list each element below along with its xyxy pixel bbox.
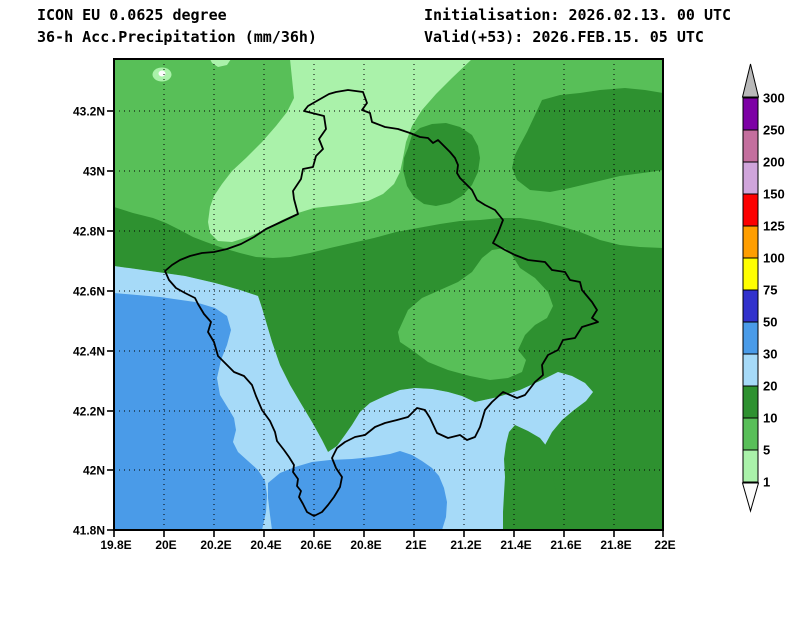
lon-label-22E: 22E (654, 538, 675, 552)
axes: 43.2N 43N 42.8N 42.6N 42.4N 42.2N 42N 41.8N19.8… (73, 58, 676, 552)
region-dark-finger-southeast-10-20mm (503, 425, 572, 530)
colorbar-label-150: 150 (763, 187, 785, 202)
colorbar-label-300: 300 (763, 91, 785, 106)
colorbar-label-50: 50 (763, 315, 777, 330)
lon-label-21.6E: 21.6E (550, 538, 581, 552)
colorbar-cell-125-150mm (742, 193, 759, 227)
precipitation-field (114, 59, 663, 530)
colorbar: 300 250 200 150 125 100 75 50 30 20 10 5 1 (741, 63, 785, 513)
lat-label-43.2N: 43.2N (73, 105, 105, 119)
region-dark-blob-northeast-10-20mm (512, 88, 663, 192)
lon-label-19.8E: 19.8E (100, 538, 131, 552)
lon-label-21.2E: 21.2E (450, 538, 481, 552)
map-frame (113, 58, 664, 531)
colorbar-label-20: 20 (763, 379, 777, 394)
colorbar-cell-150-200mm (742, 161, 759, 195)
colorbar-cell-75-100mm (742, 257, 759, 291)
colorbar-label-10: 10 (763, 411, 777, 426)
lat-label-42.4N: 42.4N (73, 345, 105, 359)
colorbar-cell-50-75mm (742, 289, 759, 323)
lat-label-42.2N: 42.2N (73, 405, 105, 419)
lon-label-21.4E: 21.4E (500, 538, 531, 552)
lat-label-42.8N: 42.8N (73, 225, 105, 239)
colorbar-cell-30-50mm (742, 321, 759, 355)
kosovo-border (164, 89, 599, 517)
colorbar-cell-1-5mm (742, 449, 759, 483)
region-mediumblue-south-30-50mm (268, 451, 447, 530)
initialisation-label: Initialisation: 2026.02.13. 00 UTC (424, 6, 731, 24)
lon-label-20.8E: 20.8E (350, 538, 381, 552)
lon-label-20.2E: 20.2E (200, 538, 231, 552)
lat-label-42.6N: 42.6N (73, 285, 105, 299)
lon-label-20.6E: 20.6E (300, 538, 331, 552)
lat-label-41.8N: 41.8N (73, 524, 105, 538)
colorbar-label-1: 1 (763, 475, 770, 490)
region-light-notch-top-1-5mm (210, 59, 231, 67)
product-title: 36-h Acc.Precipitation (mm/36h) (37, 28, 317, 46)
colorbar-cell-20-30mm (742, 353, 759, 387)
colorbar-arrow-up (741, 63, 760, 98)
colorbar-label-200: 200 (763, 155, 785, 170)
colorbar-label-75: 75 (763, 283, 777, 298)
lon-label-20E: 20E (155, 538, 176, 552)
colorbar-label-100: 100 (763, 251, 785, 266)
graticule (114, 59, 663, 530)
region-white-spot-under-1mm (158, 70, 166, 77)
lat-label-42N: 42N (83, 464, 105, 478)
colorbar-label-250: 250 (763, 123, 785, 138)
lat-label-43N: 43N (83, 165, 105, 179)
colorbar-label-5: 5 (763, 443, 770, 458)
lon-label-21.8E: 21.8E (600, 538, 631, 552)
colorbar-label-30: 30 (763, 347, 777, 362)
colorbar-cell-10-20mm (742, 385, 759, 419)
colorbar-cell-100-125mm (742, 225, 759, 259)
lon-label-21E: 21E (405, 538, 426, 552)
country-border-layer (164, 89, 599, 517)
colorbar-cell-200-250mm (742, 129, 759, 163)
region-mediumblue-west-30-50mm (114, 293, 267, 530)
colorbar-cell-250-300mm (742, 97, 759, 131)
region-light-band-1-5mm (208, 59, 472, 242)
valid-label: Valid(+53): 2026.FEB.15. 05 UTC (424, 28, 704, 46)
model-title: ICON EU 0.0625 degree (37, 6, 227, 24)
colorbar-arrow-down (741, 482, 760, 513)
region-medium-island-east-5-10mm (398, 248, 553, 380)
lon-label-20.4E: 20.4E (250, 538, 281, 552)
region-dark-oval-center-10-20mm (403, 123, 480, 206)
colorbar-cell-5-10mm (742, 417, 759, 451)
colorbar-label-125: 125 (763, 219, 785, 234)
